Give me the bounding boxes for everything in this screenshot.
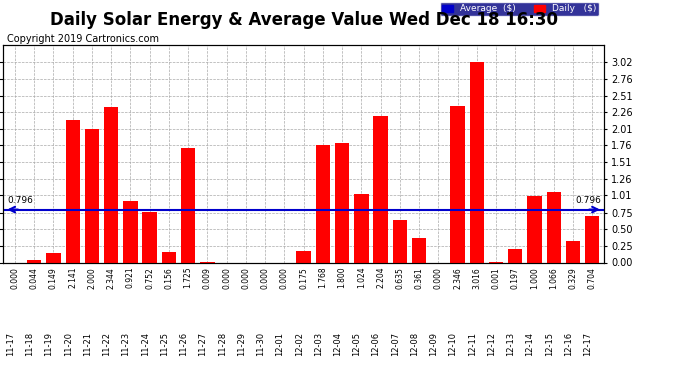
Bar: [124, 201, 137, 262]
Bar: [373, 116, 388, 262]
Text: 11-19: 11-19: [44, 332, 54, 356]
Text: 2.141: 2.141: [68, 267, 77, 288]
Text: 0.001: 0.001: [491, 267, 500, 289]
Text: 11-17: 11-17: [6, 332, 15, 356]
Bar: [161, 252, 176, 262]
Text: 0.000: 0.000: [222, 267, 231, 289]
Bar: [451, 106, 465, 262]
Text: 11-24: 11-24: [141, 332, 150, 356]
Text: 12-06: 12-06: [371, 332, 381, 356]
Text: 1.768: 1.768: [318, 267, 327, 288]
Text: 0.197: 0.197: [511, 267, 520, 289]
Bar: [297, 251, 310, 262]
Text: 1.725: 1.725: [184, 267, 193, 288]
Text: 0.000: 0.000: [241, 267, 250, 289]
Text: 0.000: 0.000: [10, 267, 19, 289]
Text: 2.346: 2.346: [453, 267, 462, 289]
Bar: [181, 148, 195, 262]
Text: 12-09: 12-09: [429, 332, 438, 356]
Text: 12-15: 12-15: [544, 332, 553, 356]
Text: 11-21: 11-21: [83, 332, 92, 356]
Text: 11-23: 11-23: [121, 332, 130, 356]
Text: 12-08: 12-08: [410, 332, 419, 356]
Text: 0.044: 0.044: [30, 267, 39, 289]
Text: 0.635: 0.635: [395, 267, 404, 289]
Bar: [508, 249, 522, 262]
Text: 12-12: 12-12: [487, 332, 496, 356]
Bar: [27, 260, 41, 262]
Bar: [546, 192, 561, 262]
Text: 12-02: 12-02: [295, 332, 304, 356]
Bar: [470, 62, 484, 262]
Text: 3.016: 3.016: [472, 267, 481, 289]
Bar: [393, 220, 407, 262]
Bar: [46, 253, 61, 262]
Text: 11-27: 11-27: [199, 332, 208, 356]
Bar: [142, 213, 157, 262]
Text: 0.704: 0.704: [588, 267, 597, 289]
Text: 11-26: 11-26: [179, 332, 188, 356]
Legend: Average  ($), Daily   ($): Average ($), Daily ($): [440, 2, 599, 16]
Bar: [315, 145, 330, 262]
Text: Copyright 2019 Cartronics.com: Copyright 2019 Cartronics.com: [7, 34, 159, 44]
Text: 12-07: 12-07: [391, 332, 400, 356]
Text: 11-30: 11-30: [256, 332, 265, 356]
Text: 12-10: 12-10: [448, 332, 457, 356]
Text: 0.921: 0.921: [126, 267, 135, 288]
Text: 11-25: 11-25: [160, 332, 169, 356]
Text: 11-29: 11-29: [237, 332, 246, 356]
Bar: [566, 241, 580, 262]
Text: 0.000: 0.000: [434, 267, 443, 289]
Text: 11-18: 11-18: [26, 332, 34, 356]
Text: 11-28: 11-28: [217, 332, 226, 356]
Bar: [527, 196, 542, 262]
Bar: [354, 194, 368, 262]
Text: 12-16: 12-16: [564, 332, 573, 356]
Text: 0.796: 0.796: [8, 196, 33, 205]
Text: 12-11: 12-11: [468, 332, 477, 356]
Bar: [335, 143, 349, 262]
Text: 12-05: 12-05: [353, 332, 362, 356]
Text: 1.000: 1.000: [530, 267, 539, 289]
Text: 11-20: 11-20: [63, 332, 72, 356]
Text: 2.000: 2.000: [88, 267, 97, 289]
Text: 2.204: 2.204: [376, 267, 385, 288]
Bar: [66, 120, 80, 262]
Text: 0.000: 0.000: [280, 267, 289, 289]
Text: 0.149: 0.149: [49, 267, 58, 289]
Text: 0.752: 0.752: [145, 267, 154, 289]
Text: 12-03: 12-03: [314, 332, 323, 356]
Text: 12-01: 12-01: [275, 332, 284, 356]
Text: 0.175: 0.175: [299, 267, 308, 289]
Bar: [585, 216, 600, 262]
Text: 12-14: 12-14: [526, 332, 535, 356]
Text: 11-22: 11-22: [102, 332, 111, 356]
Text: 2.344: 2.344: [107, 267, 116, 289]
Text: 1.800: 1.800: [337, 267, 346, 288]
Bar: [85, 129, 99, 262]
Bar: [104, 106, 119, 262]
Text: 0.329: 0.329: [569, 267, 578, 289]
Text: 0.009: 0.009: [203, 267, 212, 289]
Text: 12-04: 12-04: [333, 332, 342, 356]
Text: 0.361: 0.361: [415, 267, 424, 289]
Text: 1.024: 1.024: [357, 267, 366, 288]
Text: 0.796: 0.796: [575, 196, 601, 205]
Text: 1.066: 1.066: [549, 267, 558, 289]
Text: Daily Solar Energy & Average Value Wed Dec 18 16:30: Daily Solar Energy & Average Value Wed D…: [50, 11, 558, 29]
Text: 0.000: 0.000: [261, 267, 270, 289]
Text: 12-13: 12-13: [506, 332, 515, 356]
Bar: [412, 238, 426, 262]
Text: 0.156: 0.156: [164, 267, 173, 289]
Text: 12-17: 12-17: [583, 332, 592, 356]
